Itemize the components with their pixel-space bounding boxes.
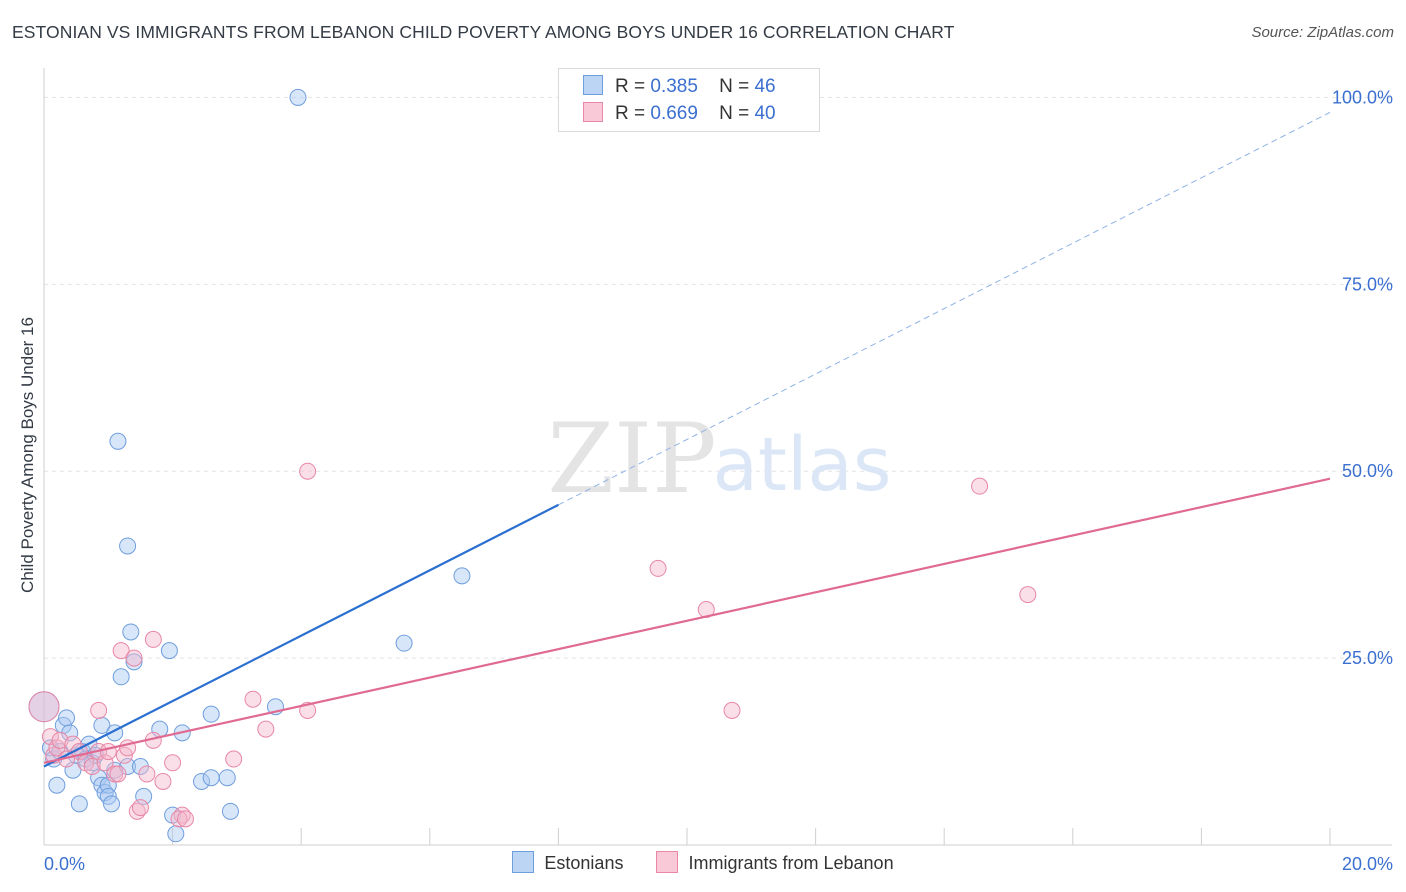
legend-label-lebanon: Immigrants from Lebanon — [688, 853, 894, 873]
trend-lines — [43, 111, 1331, 768]
data-point — [723, 701, 741, 719]
estonians-swatch — [583, 75, 603, 95]
data-point — [202, 769, 220, 787]
estonians-points — [28, 88, 471, 843]
y-tick-label: 75.0% — [1342, 274, 1393, 294]
tick-labels: 25.0% 50.0% 75.0% 100.0% 0.0% 20.0% — [44, 87, 1393, 874]
data-point — [125, 653, 143, 671]
r-label: R = — [615, 76, 646, 97]
data-point — [135, 787, 153, 805]
data-point — [1019, 586, 1037, 604]
y-tick-label: 50.0% — [1342, 461, 1393, 481]
stats-row-lebanon: R = 0.669 N = 40 — [583, 102, 776, 126]
data-point — [112, 668, 130, 686]
lebanon-points — [28, 462, 1037, 828]
data-point — [164, 754, 182, 772]
data-point — [28, 691, 60, 723]
x-tick-label: 0.0% — [44, 854, 85, 874]
data-point — [193, 772, 211, 790]
data-point — [122, 623, 140, 641]
r-value: 0.385 — [650, 76, 698, 97]
data-point — [257, 720, 275, 738]
data-point — [83, 758, 101, 776]
data-point — [96, 754, 114, 772]
estonians-legend-swatch — [512, 851, 535, 873]
data-point — [90, 701, 108, 719]
y-tick-label: 25.0% — [1342, 648, 1393, 668]
legend-label-estonians: Estonians — [544, 853, 624, 873]
stats-legend: R = 0.385 N = 46 R = 0.669 N = 40 — [558, 68, 820, 132]
r-label: R = — [615, 103, 646, 124]
data-point — [70, 795, 88, 813]
data-point — [48, 776, 66, 794]
estonians-trend-extension — [558, 111, 1331, 506]
source-label: Source: ZipAtlas.com — [1251, 24, 1394, 41]
n-value: 46 — [754, 76, 776, 97]
data-point — [299, 462, 317, 480]
data-point — [109, 432, 127, 450]
data-point — [119, 537, 137, 555]
legend-item-lebanon[interactable]: Immigrants from Lebanon — [656, 851, 894, 874]
data-point — [170, 810, 188, 828]
axes-layer — [43, 68, 1392, 846]
r-value: 0.669 — [650, 103, 698, 124]
data-point — [167, 825, 185, 843]
data-point — [160, 642, 178, 660]
grid-layer — [44, 96, 1392, 659]
data-point — [202, 705, 220, 723]
watermark: ZIP atlas — [547, 403, 891, 515]
chart-title: ESTONIAN VS IMMIGRANTS FROM LEBANON CHIL… — [12, 22, 955, 42]
data-point — [218, 769, 236, 787]
data-point — [103, 795, 121, 813]
data-point — [971, 477, 989, 495]
lebanon-swatch — [583, 102, 603, 122]
estonians-trend-line — [43, 503, 559, 768]
data-point — [154, 772, 172, 790]
data-point — [51, 731, 69, 749]
data-point — [221, 802, 239, 820]
n-label: N = — [719, 76, 750, 97]
y-tick-label: 100.0% — [1332, 87, 1393, 107]
watermark-zip: ZIP — [547, 403, 716, 515]
data-point — [131, 799, 149, 817]
n-label: N = — [719, 103, 750, 124]
data-point — [144, 630, 162, 648]
lebanon-trend-line — [43, 477, 1331, 764]
data-point — [289, 88, 307, 106]
data-point — [112, 642, 130, 660]
lebanon-legend-swatch — [656, 851, 679, 873]
n-value: 40 — [754, 103, 776, 124]
data-point — [109, 765, 127, 783]
data-point — [395, 634, 413, 652]
series-legend: Estonians Immigrants from Lebanon — [0, 851, 1406, 874]
stats-row-estonians: R = 0.385 N = 46 — [583, 75, 776, 99]
data-point — [125, 649, 143, 667]
x-tick-label: 20.0% — [1342, 854, 1393, 874]
data-point — [649, 559, 667, 577]
data-point — [176, 810, 194, 828]
watermark-atlas: atlas — [713, 422, 892, 508]
data-point — [99, 743, 117, 761]
data-point — [58, 709, 76, 727]
data-point — [244, 690, 262, 708]
data-point — [453, 567, 471, 585]
data-point — [225, 750, 243, 768]
data-point — [138, 765, 156, 783]
legend-item-estonians[interactable]: Estonians — [512, 851, 623, 874]
